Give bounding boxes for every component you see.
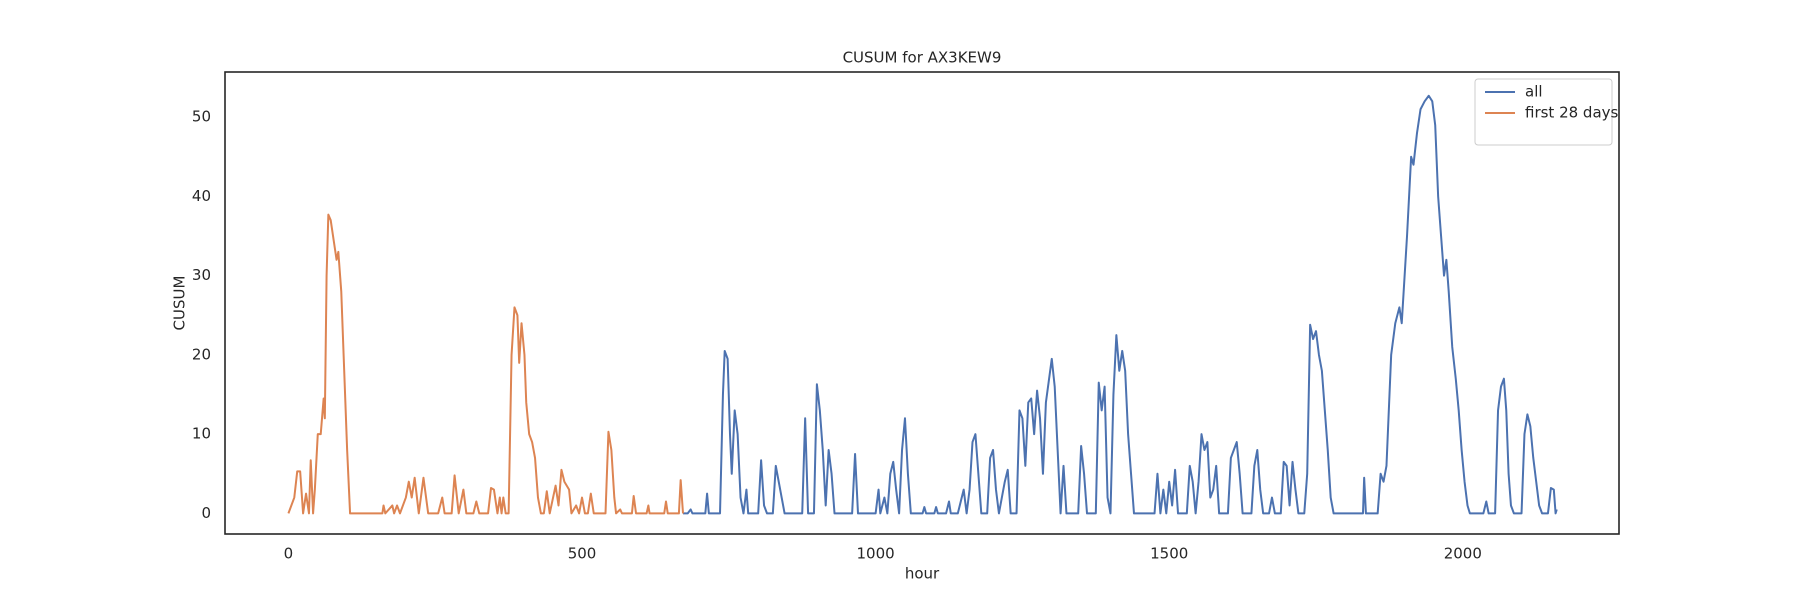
y-tick-label: 50 [192, 108, 211, 126]
x-tick-label: 0 [284, 545, 294, 563]
x-tick-label: 500 [568, 545, 597, 563]
legend-box [1474, 78, 1613, 146]
y-tick-label: 30 [192, 266, 211, 284]
chart-title: CUSUM for AX3KEW9 [843, 49, 1002, 67]
line-series [683, 94, 1558, 515]
y-tick-label: 10 [192, 425, 211, 443]
y-axis-label: CUSUM [171, 276, 189, 331]
line-series [287, 213, 685, 515]
legend-label: first 28 days [1525, 104, 1619, 122]
x-tick-label: 1500 [1150, 545, 1188, 563]
x-tick-label: 1000 [857, 545, 895, 563]
legend-label: all [1525, 83, 1543, 101]
x-axis-label: hour [905, 565, 940, 583]
x-tick-label: 2000 [1444, 545, 1482, 563]
plot-frame [224, 71, 1620, 535]
y-tick-label: 20 [192, 345, 211, 363]
y-tick-label: 0 [201, 504, 211, 522]
y-tick-label: 40 [192, 187, 211, 205]
